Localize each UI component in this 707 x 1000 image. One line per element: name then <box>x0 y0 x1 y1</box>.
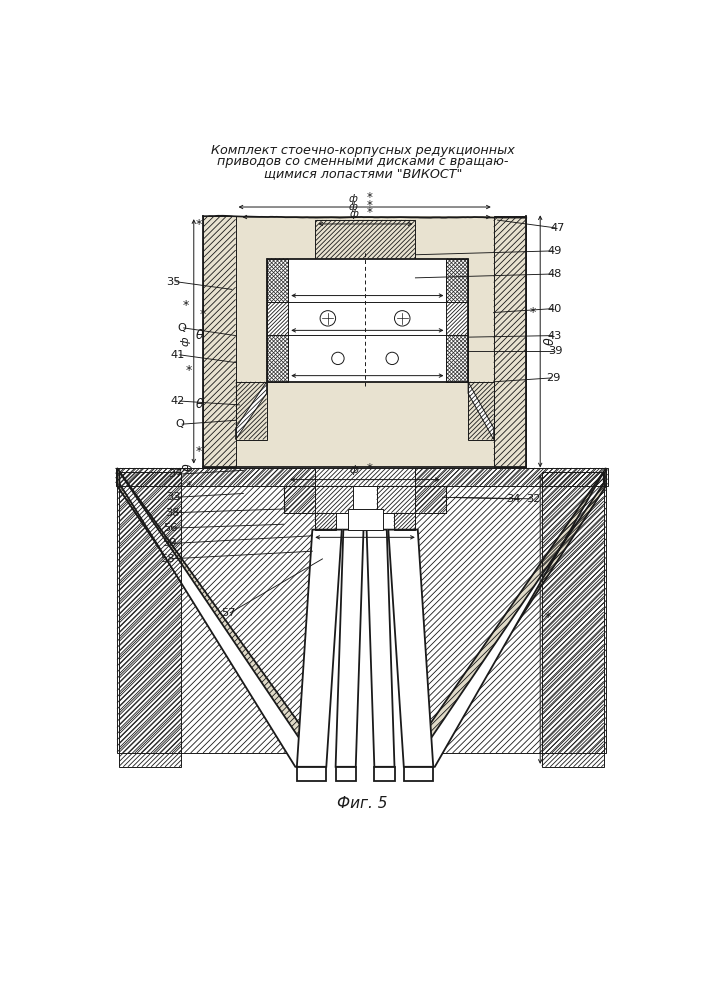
Bar <box>119 472 182 767</box>
Text: *: * <box>196 218 202 231</box>
Text: 48: 48 <box>548 269 562 279</box>
Polygon shape <box>117 468 315 753</box>
Text: 33: 33 <box>166 492 181 502</box>
Text: ф: ф <box>349 202 357 212</box>
Bar <box>446 335 468 382</box>
Text: 41: 41 <box>170 350 185 360</box>
Text: θ: θ <box>195 398 203 411</box>
Polygon shape <box>336 530 363 767</box>
Bar <box>117 468 315 753</box>
Bar <box>446 335 468 382</box>
Polygon shape <box>388 530 433 767</box>
Text: 56: 56 <box>163 523 177 533</box>
Bar <box>377 486 446 513</box>
Text: ф: ф <box>349 194 357 204</box>
Polygon shape <box>297 530 341 767</box>
Text: *: * <box>367 520 373 533</box>
Text: ф: ф <box>181 337 191 346</box>
Text: *: * <box>545 611 551 624</box>
Text: *: * <box>367 206 373 219</box>
Polygon shape <box>468 382 493 440</box>
Text: ф: ф <box>350 523 359 533</box>
Polygon shape <box>367 530 395 767</box>
Bar <box>267 302 288 335</box>
Text: *: * <box>186 364 192 377</box>
Bar <box>267 259 288 302</box>
Text: приводов со сменными дисками с вращаю-: приводов со сменными дисками с вращаю- <box>217 155 508 168</box>
Text: *: * <box>367 191 373 204</box>
Text: 58: 58 <box>160 554 175 564</box>
Bar <box>284 486 354 513</box>
Text: θ: θ <box>195 329 203 342</box>
Text: 57: 57 <box>221 608 235 618</box>
Text: ф: ф <box>350 317 359 327</box>
Bar <box>203 216 235 466</box>
Polygon shape <box>119 472 319 767</box>
Text: 32: 32 <box>526 494 540 504</box>
Bar <box>493 216 526 466</box>
Text: 37: 37 <box>168 469 182 479</box>
Bar <box>267 259 288 302</box>
Text: *: * <box>367 462 373 475</box>
Bar <box>468 382 493 440</box>
Polygon shape <box>411 472 604 767</box>
Polygon shape <box>416 468 606 753</box>
Text: 40: 40 <box>548 304 562 314</box>
Text: 43: 43 <box>548 331 562 341</box>
Bar <box>235 382 267 440</box>
Text: *: * <box>185 480 192 493</box>
Text: *: * <box>367 360 373 373</box>
Bar <box>394 513 416 530</box>
Text: *: * <box>196 445 202 458</box>
Text: 59: 59 <box>162 538 176 548</box>
Bar <box>315 220 416 259</box>
Text: 49: 49 <box>548 246 562 256</box>
Bar <box>336 767 356 781</box>
Bar <box>267 335 288 382</box>
Bar <box>416 468 606 753</box>
Text: Q: Q <box>175 419 185 429</box>
Text: ф: ф <box>350 465 359 475</box>
Bar <box>446 259 468 302</box>
Text: 29: 29 <box>547 373 561 383</box>
Bar <box>446 259 468 302</box>
Text: θ: θ <box>182 463 195 471</box>
Text: 34: 34 <box>506 494 520 504</box>
Bar <box>348 509 383 530</box>
Text: ф: ф <box>350 363 359 373</box>
Text: *: * <box>530 306 537 319</box>
Text: ф: ф <box>350 209 359 219</box>
Text: щимися лопастями "ВИКОСТ": щимися лопастями "ВИКОСТ" <box>264 167 462 180</box>
Bar <box>115 468 607 486</box>
Text: *: * <box>367 279 373 292</box>
Bar <box>203 216 526 466</box>
Text: ф: ф <box>350 282 359 292</box>
Bar <box>267 259 468 382</box>
Bar <box>404 767 433 781</box>
Text: *: * <box>183 299 189 312</box>
Text: θ: θ <box>543 338 556 345</box>
Bar <box>284 486 446 513</box>
Text: 42: 42 <box>170 396 185 406</box>
Bar <box>315 513 337 530</box>
Text: *: * <box>367 314 373 327</box>
Bar <box>267 335 288 382</box>
Text: 39: 39 <box>548 346 562 356</box>
Bar <box>542 472 604 767</box>
Text: *: * <box>367 199 373 212</box>
Text: 47: 47 <box>550 223 564 233</box>
Text: 38: 38 <box>165 508 180 518</box>
Bar <box>374 767 395 781</box>
Bar <box>297 767 327 781</box>
Text: Комплект стоечно-корпусных редукционных: Комплект стоечно-корпусных редукционных <box>211 144 515 157</box>
Text: Q: Q <box>177 323 186 333</box>
Text: *: * <box>199 308 206 321</box>
Text: Фиг. 5: Фиг. 5 <box>337 796 388 811</box>
Polygon shape <box>235 382 267 440</box>
Text: 35: 35 <box>166 277 181 287</box>
Bar <box>446 302 468 335</box>
